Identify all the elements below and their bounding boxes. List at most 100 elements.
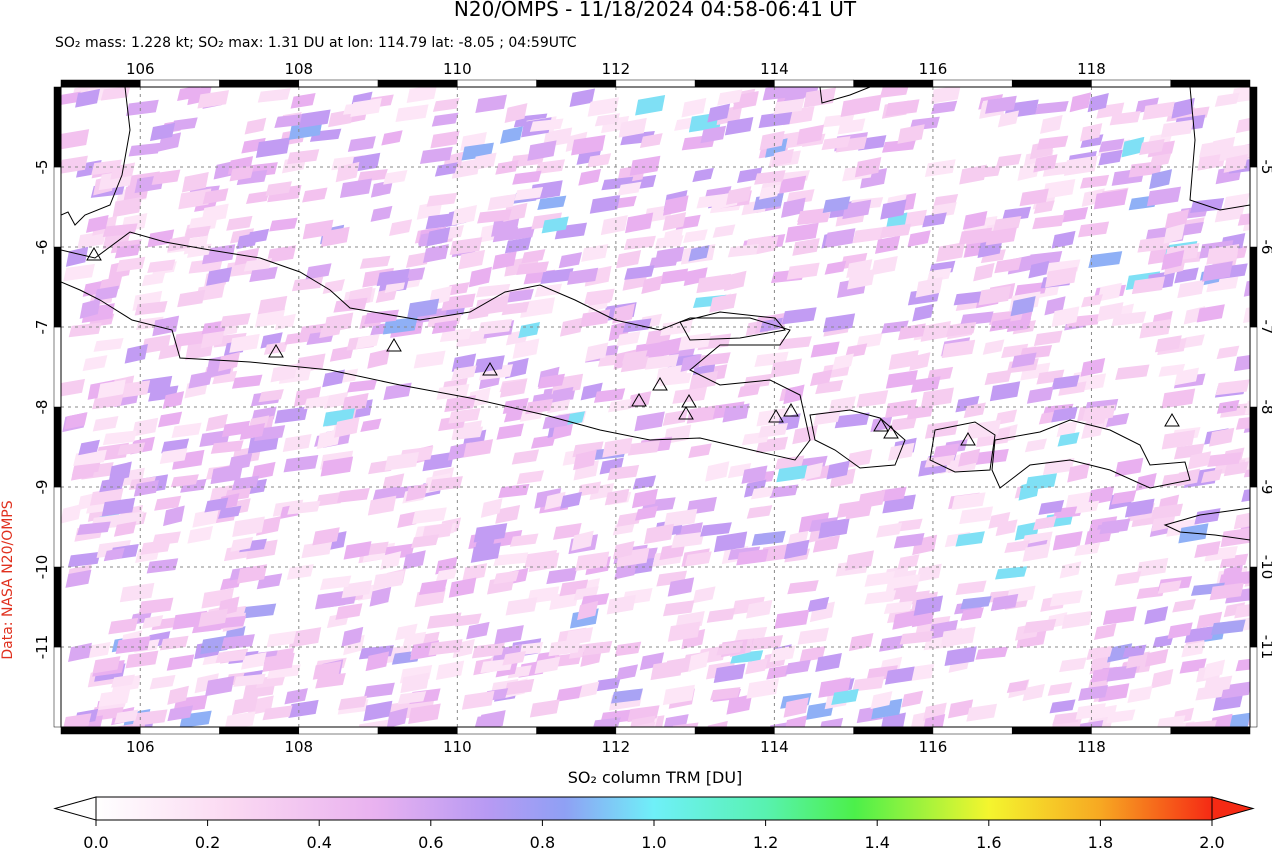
cell [722, 403, 750, 423]
y-tick-label: -11 [33, 635, 51, 660]
frame-bar [1170, 79, 1251, 88]
cell [395, 104, 429, 122]
cell [966, 703, 998, 722]
cell [428, 639, 463, 656]
cell [577, 481, 602, 497]
cell [947, 699, 974, 719]
frame-bar [60, 726, 141, 735]
cell [274, 114, 306, 129]
cell [505, 357, 529, 379]
colorbar-bar [95, 796, 1213, 821]
cell [577, 681, 600, 699]
cell [759, 184, 781, 200]
cell [319, 322, 343, 339]
y-tick-label: -5 [33, 160, 51, 175]
cell [725, 186, 752, 205]
cell [102, 430, 138, 446]
cell [262, 652, 295, 673]
cell [692, 586, 716, 604]
so2-cells [61, 87, 1250, 727]
cell [774, 609, 810, 629]
colorbar-tick-label: 1.4 [864, 833, 889, 852]
cell [108, 461, 132, 483]
cell [826, 460, 850, 480]
cell [473, 523, 508, 543]
cell [992, 215, 1022, 232]
cell [1137, 235, 1172, 253]
y-tick-label: -6 [33, 240, 51, 255]
cell [988, 512, 1011, 529]
cell [255, 137, 291, 158]
cell [405, 251, 430, 268]
cell [496, 423, 524, 440]
frame-bar [140, 726, 220, 735]
cell [997, 110, 1020, 128]
colorbar-high-arrow [1211, 796, 1255, 821]
cell [604, 488, 630, 506]
cell [226, 215, 253, 231]
cell [542, 413, 571, 430]
cell [184, 225, 211, 239]
cell [1131, 276, 1166, 295]
cell [776, 464, 808, 483]
cell [959, 506, 994, 525]
cell [1175, 468, 1201, 487]
cell [286, 149, 320, 165]
cell [879, 634, 906, 652]
cell [893, 532, 925, 549]
cell [502, 650, 526, 666]
cell [909, 352, 931, 371]
cell [480, 498, 503, 518]
cell [201, 320, 228, 335]
cell [316, 428, 341, 450]
cell [815, 652, 842, 673]
cell [466, 621, 490, 640]
cell [512, 170, 542, 185]
frame-bar [219, 79, 300, 88]
cell [67, 551, 101, 568]
cell [159, 448, 188, 465]
colorbar-tick-label: 1.8 [1088, 833, 1113, 852]
colorbar-tick-label: 0.8 [530, 833, 555, 852]
cell [384, 452, 420, 471]
cell [1144, 606, 1169, 625]
cell [1203, 675, 1233, 693]
cell [958, 448, 981, 467]
cell [124, 343, 148, 364]
cell [360, 418, 382, 433]
cell [569, 88, 596, 107]
cell [1093, 189, 1128, 210]
cell [134, 300, 168, 316]
cell [474, 295, 509, 317]
frame-bar [1170, 726, 1251, 735]
cell [985, 95, 1017, 114]
cell [236, 232, 258, 250]
cell [132, 417, 159, 437]
cell [1196, 304, 1225, 323]
cell [686, 405, 718, 424]
cell [898, 323, 926, 341]
cell [995, 566, 1028, 580]
cell [736, 548, 769, 566]
cell [594, 113, 621, 127]
cell [187, 526, 214, 544]
cell [426, 192, 458, 207]
cell [1157, 580, 1182, 594]
volcano [678, 406, 694, 420]
cell [257, 88, 291, 103]
cell [102, 223, 138, 237]
cell [132, 709, 168, 727]
side-label: Data: NASA N20/OMPS [0, 500, 16, 659]
colorbar-low-arrow [53, 796, 97, 821]
cell [922, 212, 947, 228]
cell [1061, 207, 1089, 223]
frame-bar [1011, 726, 1092, 735]
cell [1136, 585, 1166, 600]
cell [1235, 658, 1250, 672]
cell [1243, 280, 1250, 297]
cell [1051, 306, 1080, 327]
cell [68, 322, 102, 338]
cell [350, 97, 382, 118]
cell [1161, 388, 1196, 409]
cell [810, 369, 833, 387]
